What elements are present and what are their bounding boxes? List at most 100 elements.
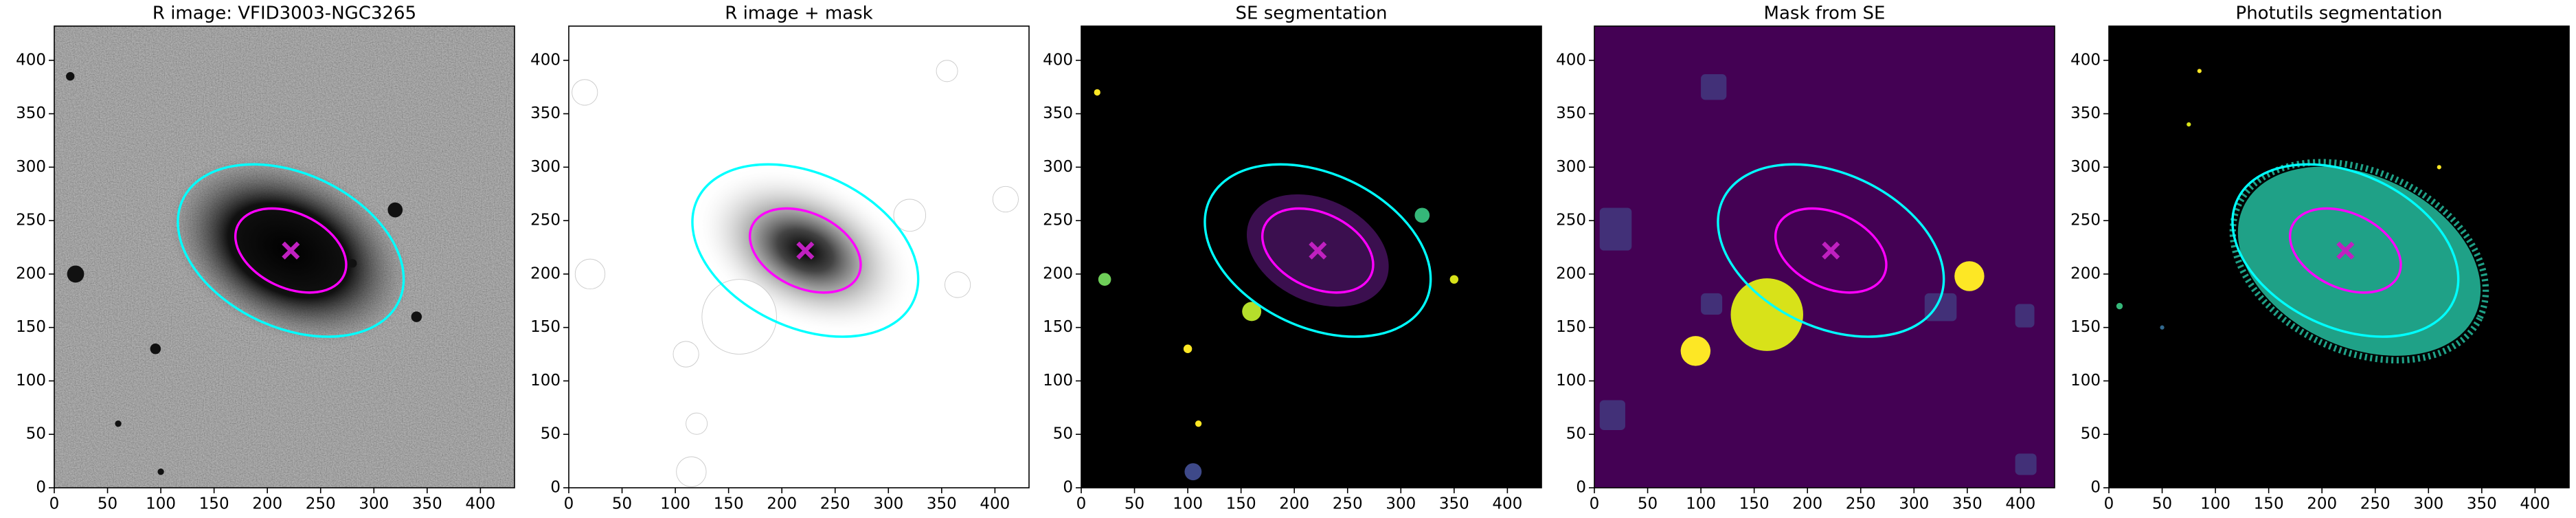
y-tick-label: 0 (1576, 479, 1586, 497)
y-tick-label: 250 (1556, 212, 1586, 229)
mask-region (893, 199, 927, 232)
image-content (54, 26, 515, 488)
x-tick-label: 300 (1386, 495, 1416, 513)
star (150, 344, 161, 354)
segment (1195, 420, 1202, 427)
x-tick-label: 200 (2307, 495, 2337, 513)
x-tick-label: 50 (98, 495, 117, 513)
x-tick-label: 200 (767, 495, 797, 513)
center-marker (2336, 241, 2355, 260)
axes-frame (2108, 25, 2570, 488)
image-content (2116, 69, 2489, 364)
y-tick-label: 150 (1043, 318, 1073, 336)
image-content (1599, 74, 2037, 475)
mask-region (945, 271, 971, 298)
y-tick-label: 400 (1556, 51, 1586, 69)
outer-ellipse (2231, 163, 2460, 338)
mask-region (2015, 304, 2035, 328)
panel-title: R image + mask (725, 3, 873, 24)
star (115, 420, 122, 427)
y-tick-label: 100 (1043, 372, 1073, 390)
x-tick-label: 350 (1439, 495, 1469, 513)
mask-region (1599, 207, 1632, 251)
overlay (2231, 163, 2460, 338)
axes-frame (1594, 25, 2055, 488)
mask-region (1954, 261, 1985, 291)
mask-region (1701, 74, 1727, 100)
y-tick-label: 0 (2090, 479, 2101, 497)
segment (2187, 122, 2191, 127)
segment (1098, 273, 1111, 286)
y-tick-label: 400 (16, 51, 46, 69)
x-tick-label: 150 (1226, 495, 1256, 513)
star (66, 71, 75, 81)
panel-title: Photutils segmentation (2236, 3, 2443, 24)
mask-region (1701, 293, 1723, 315)
x-tick-label: 100 (1686, 495, 1716, 513)
y-tick-label: 100 (530, 372, 561, 390)
y-tick-label: 400 (530, 51, 561, 69)
axes-frame (568, 25, 1030, 488)
y-tick-label: 250 (2070, 212, 2101, 229)
segment-edge (2229, 159, 2489, 364)
x-tick-label: 350 (2467, 495, 2497, 513)
y-tick-label: 300 (1556, 158, 1586, 176)
overlay (691, 163, 920, 338)
x-tick-label: 0 (1590, 495, 1600, 513)
image (1599, 74, 2037, 475)
mask-region (676, 456, 707, 487)
mask-region (2015, 453, 2037, 475)
x-tick-label: 0 (49, 495, 60, 513)
panel: Mask from SE 0 50 100 150 200 250 300 350 400 0 50 1… (1556, 3, 2055, 513)
y-tick-label: 50 (541, 425, 561, 443)
panel: Photutils segmentation 0 50 100 150 200 250 300… (2070, 3, 2570, 513)
axes-frame (54, 25, 515, 488)
y-tick-label: 200 (1043, 264, 1073, 282)
center-marker (1309, 241, 1327, 260)
mask-region (936, 60, 958, 82)
x-tick-label: 150 (199, 495, 229, 513)
x-tick-label: 300 (2413, 495, 2443, 513)
image (1094, 89, 1459, 481)
y-tick-label: 350 (1556, 104, 1586, 122)
x-tick-label: 400 (465, 495, 495, 513)
y-tick-label: 100 (16, 372, 46, 390)
segment (2237, 166, 2481, 356)
y-tick-label: 50 (1566, 425, 1586, 443)
x-tick-label: 400 (2005, 495, 2035, 513)
y-tick-label: 150 (530, 318, 561, 336)
segment (2197, 69, 2202, 74)
x-tick-label: 100 (146, 495, 176, 513)
y-tick-label: 250 (1043, 212, 1073, 229)
segment (2437, 165, 2441, 170)
inner-ellipse (748, 207, 862, 294)
y-tick-label: 400 (1043, 51, 1073, 69)
overlay (177, 163, 405, 338)
x-tick-label: 300 (1899, 495, 1929, 513)
x-tick-label: 0 (1076, 495, 1087, 513)
image (54, 26, 515, 488)
y-tick-label: 50 (1053, 425, 1073, 443)
image (2116, 69, 2489, 364)
x-tick-label: 50 (2152, 495, 2172, 513)
y-tick-label: 0 (1063, 479, 1073, 497)
x-tick-label: 250 (1333, 495, 1363, 513)
star (387, 202, 403, 218)
mask-region (992, 185, 1019, 213)
axes-frame (1081, 25, 1542, 488)
y-tick-label: 100 (2070, 372, 2101, 390)
x-tick-label: 100 (2200, 495, 2230, 513)
y-tick-label: 250 (16, 212, 46, 229)
x-tick-label: 300 (359, 495, 389, 513)
y-tick-label: 400 (2070, 51, 2101, 69)
center-marker (1822, 241, 1840, 260)
mask-region (574, 258, 606, 290)
x-tick-label: 100 (660, 495, 690, 513)
inner-ellipse (1261, 207, 1375, 294)
mask-region (1924, 293, 1957, 322)
segment (1184, 463, 1202, 481)
star (348, 259, 357, 268)
x-tick-label: 250 (2360, 495, 2391, 513)
y-tick-label: 150 (16, 318, 46, 336)
